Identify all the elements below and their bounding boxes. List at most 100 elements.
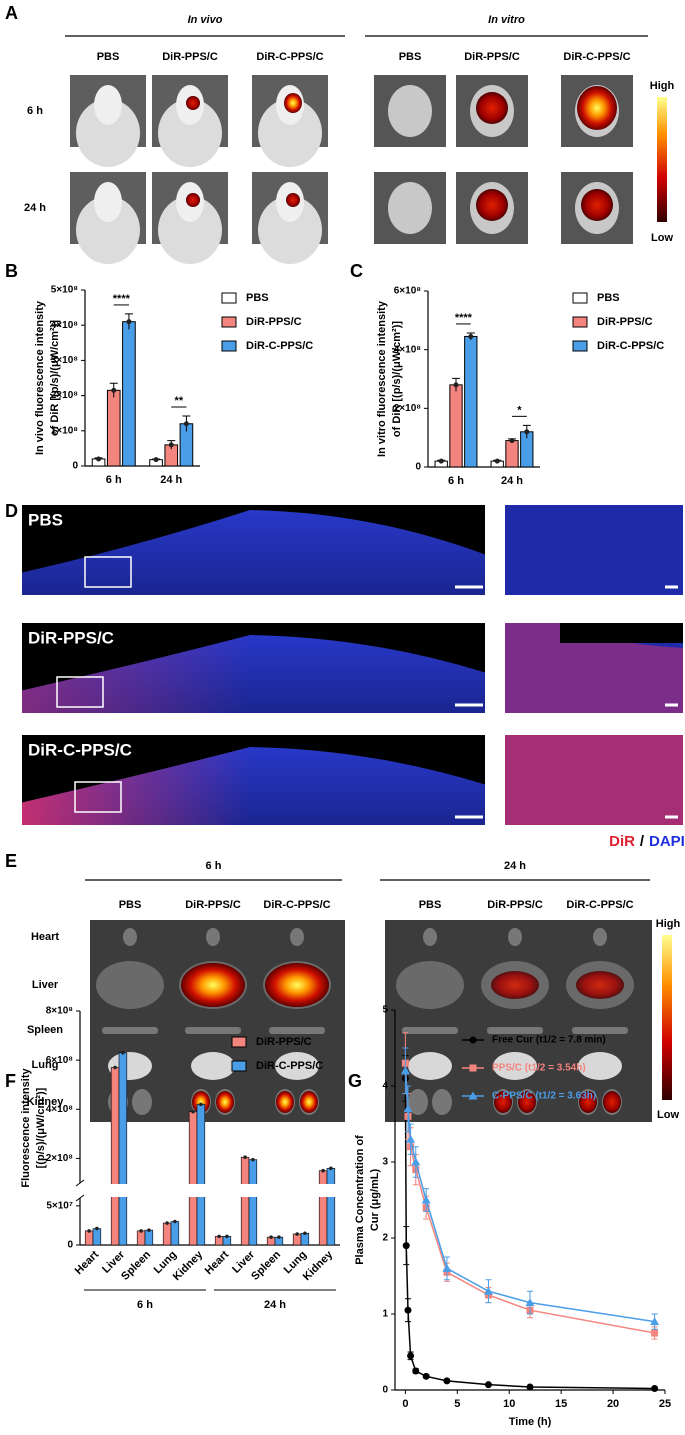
mean-dot bbox=[147, 1228, 151, 1232]
group-label: 6 h bbox=[137, 1299, 153, 1311]
mean-dot bbox=[153, 457, 159, 463]
legend-label: Free Cur (t1/2 = 7.8 min) bbox=[492, 1035, 606, 1046]
signal bbox=[603, 1091, 621, 1113]
point bbox=[526, 1383, 534, 1391]
panel-label: C bbox=[350, 261, 363, 281]
point bbox=[421, 1195, 431, 1204]
bar bbox=[118, 1052, 128, 1246]
organ bbox=[123, 928, 137, 946]
panel-label: G bbox=[348, 1071, 362, 1091]
signal bbox=[276, 1091, 294, 1113]
mean-dot bbox=[199, 1102, 203, 1107]
colorbar-label: High bbox=[656, 918, 681, 930]
y-tick-label: 5×10⁷ bbox=[46, 1200, 73, 1211]
bar bbox=[162, 1222, 172, 1246]
x-tick-label: Kidney bbox=[171, 1248, 206, 1283]
panel-label: A bbox=[5, 3, 18, 23]
y-tick-label: 0 bbox=[415, 462, 421, 473]
image-organ bbox=[388, 85, 432, 137]
signal bbox=[300, 1091, 318, 1113]
mean-dot bbox=[113, 1065, 117, 1070]
break-mark bbox=[75, 1179, 85, 1187]
legend-swatch bbox=[572, 292, 588, 304]
signal bbox=[284, 93, 302, 113]
mean-dot bbox=[183, 421, 189, 427]
mean-dot bbox=[96, 456, 102, 462]
legend-marker bbox=[469, 1064, 477, 1072]
mean-dot bbox=[191, 1109, 195, 1114]
organ-label: Kidney bbox=[27, 1096, 65, 1108]
mean-dot bbox=[121, 1050, 125, 1055]
signal bbox=[181, 963, 245, 1007]
y-tick-label: 1×10⁸ bbox=[51, 425, 79, 436]
signal bbox=[192, 1091, 210, 1113]
column-header: DiR-PPS/C bbox=[162, 51, 218, 63]
x-tick-label: Spleen bbox=[119, 1249, 153, 1283]
legend-label: DiR-PPS/C bbox=[246, 316, 302, 328]
signal bbox=[491, 971, 539, 999]
y-axis-label: In vitro fluorescence intensity bbox=[376, 300, 388, 457]
image bbox=[90, 920, 345, 1122]
mean-dot bbox=[165, 1221, 169, 1225]
organ bbox=[132, 1089, 152, 1115]
legend-swatch bbox=[572, 340, 588, 352]
mean-dot bbox=[243, 1155, 247, 1159]
signal bbox=[579, 1091, 597, 1113]
mean-dot bbox=[303, 1231, 307, 1236]
bar bbox=[144, 1229, 154, 1246]
x-tick-label: 25 bbox=[659, 1398, 671, 1410]
organ-label: Spleen bbox=[27, 1024, 63, 1036]
legend-label: DiR-C-PPS/C bbox=[246, 340, 313, 352]
image-body bbox=[258, 196, 322, 264]
image-body bbox=[76, 99, 140, 167]
tissue bbox=[22, 510, 485, 595]
organ bbox=[269, 1027, 325, 1034]
x-tick-label: 24 h bbox=[501, 475, 523, 487]
organ bbox=[578, 1052, 622, 1080]
column-header: PBS bbox=[399, 51, 422, 63]
mean-dot bbox=[468, 333, 474, 339]
legend-swatch bbox=[572, 316, 588, 328]
legend-label: C-PPS/C (t1/2 = 3.63h) bbox=[492, 1091, 596, 1102]
row-label: DiR-PPS/C bbox=[28, 628, 114, 647]
x-tick-label: 6 h bbox=[106, 474, 122, 486]
mean-dot bbox=[168, 442, 174, 448]
x-tick-label: Heart bbox=[203, 1248, 232, 1277]
organ bbox=[290, 928, 304, 946]
point bbox=[404, 1306, 412, 1314]
column-header: PBS bbox=[419, 899, 442, 911]
legend-swatch bbox=[231, 1060, 247, 1072]
mean-dot bbox=[494, 458, 500, 464]
organ bbox=[191, 1052, 235, 1080]
signal bbox=[286, 193, 300, 207]
y-axis-label: In vivo fluorescence intensity bbox=[34, 300, 46, 455]
mean-dot bbox=[321, 1168, 325, 1173]
mean-dot bbox=[217, 1234, 221, 1239]
significance-label: **** bbox=[113, 293, 131, 305]
panel-label: E bbox=[5, 851, 17, 871]
mean-dot bbox=[111, 387, 117, 393]
column-header: DiR-PPS/C bbox=[464, 51, 520, 63]
x-tick-label: Spleen bbox=[249, 1249, 283, 1283]
row-label: PBS bbox=[28, 510, 63, 529]
mean-dot bbox=[295, 1232, 299, 1236]
y-tick-label: 0 bbox=[67, 1240, 73, 1251]
point bbox=[407, 1352, 415, 1360]
column-header: DiR-C-PPS/C bbox=[263, 899, 330, 911]
image-body bbox=[158, 99, 222, 167]
signal bbox=[576, 971, 624, 999]
y-tick-label: 2×10⁸ bbox=[51, 390, 79, 401]
y-axis-label: of DiR [(p/s)/(μW/cm²)] bbox=[391, 321, 403, 437]
organ bbox=[408, 1089, 428, 1115]
y-tick-label: 3 bbox=[382, 1157, 388, 1168]
point bbox=[411, 1157, 421, 1166]
mean-dot bbox=[126, 319, 132, 325]
organ bbox=[487, 1027, 543, 1034]
legend-label: DiR-PPS/C bbox=[597, 316, 653, 328]
x-tick-label: 5 bbox=[454, 1398, 460, 1410]
organ bbox=[396, 961, 464, 1009]
legend-label: PBS bbox=[246, 292, 269, 304]
image-organ bbox=[388, 182, 432, 234]
series-line bbox=[404, 1078, 655, 1390]
signal bbox=[476, 189, 508, 221]
